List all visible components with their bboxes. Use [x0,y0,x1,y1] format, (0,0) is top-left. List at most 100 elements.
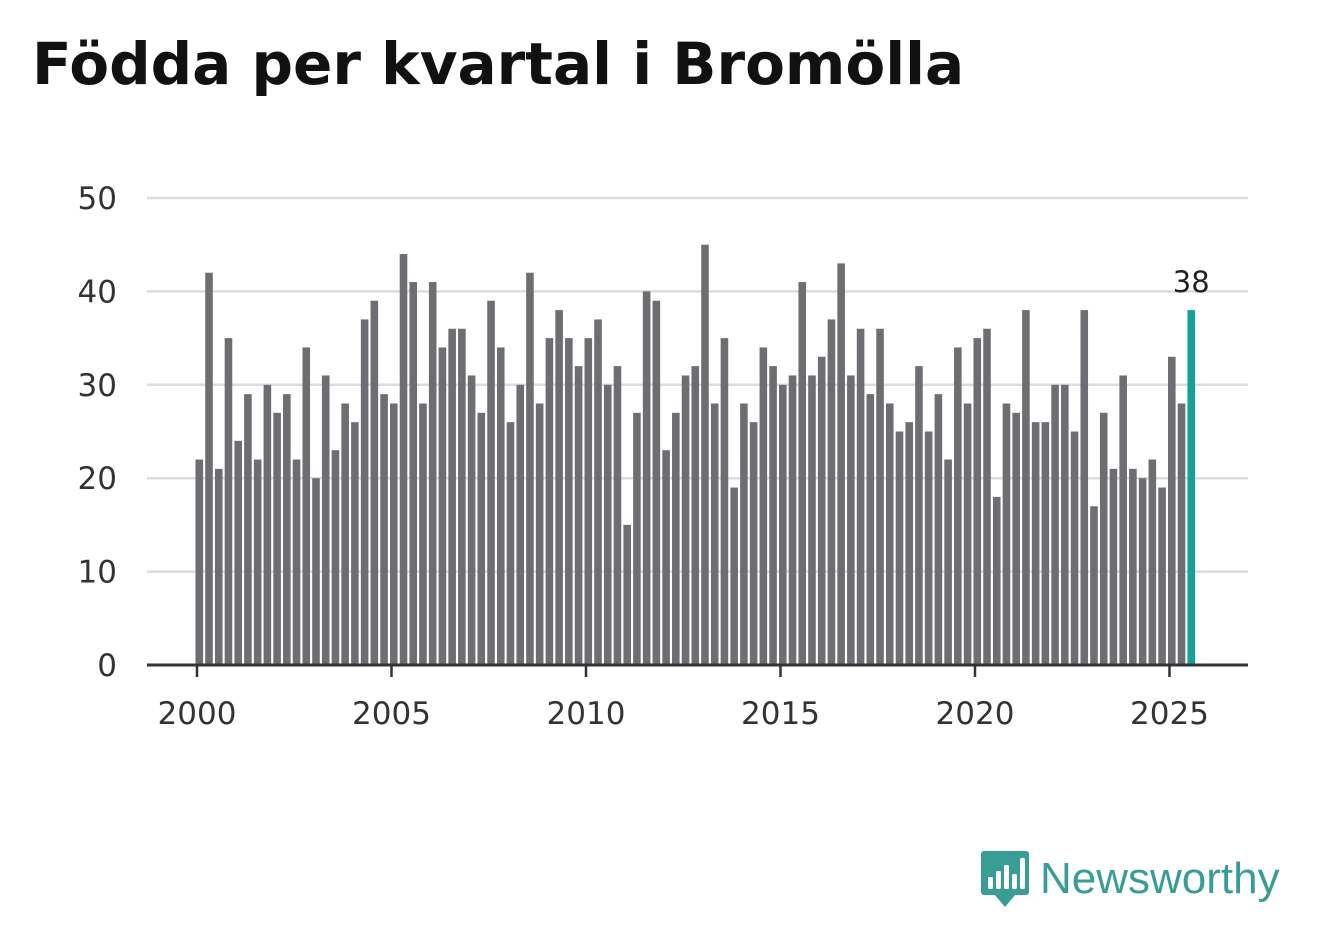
bar [545,338,554,665]
chart-title: Födda per kvartal i Bromölla [32,30,965,98]
bar [390,403,398,665]
bar [1061,384,1069,665]
bar [1080,310,1089,665]
bar [672,412,680,665]
y-tick-label: 20 [78,461,117,497]
bar [944,459,952,665]
y-tick-label: 0 [97,648,117,684]
bar [1070,431,1079,665]
bar [1119,375,1127,665]
bar [740,403,748,665]
bar [409,282,418,665]
bar [730,487,738,665]
bar [205,272,213,665]
bar [448,328,456,665]
bar [1002,403,1011,665]
bar [652,300,661,665]
y-tick-label: 10 [78,555,117,591]
bar [574,366,583,665]
bar [419,403,427,665]
bar [905,422,914,665]
bar [428,282,437,665]
x-tick-label: 2020 [936,696,1015,732]
bar [321,375,330,665]
bar [1138,478,1147,665]
bar [808,375,816,665]
bar [963,403,972,665]
bar [749,422,758,665]
bar [214,468,223,665]
bar [847,375,855,665]
bar [827,319,836,665]
bar [759,347,768,665]
bar [1031,422,1040,665]
bar [594,319,602,665]
bar [1090,506,1098,665]
bar [224,338,233,665]
bar [584,338,593,665]
bar [1148,459,1157,665]
bar [876,328,884,665]
bar [954,347,962,665]
bar [613,366,622,665]
bar [633,412,641,665]
bar [263,384,272,665]
bar [681,375,690,665]
bar [769,366,777,665]
x-tick-label: 2005 [352,696,431,732]
bar [837,263,845,665]
bar [866,394,875,665]
bar [992,496,1001,665]
bar [302,347,311,665]
bar [1129,468,1137,665]
bar [331,450,340,665]
bar [555,310,563,665]
bar [273,412,281,665]
newsworthy-logo: Newsworthy [980,850,1280,908]
bar [477,412,486,665]
bar [506,422,515,665]
bar [798,282,807,665]
data-label: 38 [1173,265,1210,299]
bar [253,459,262,665]
bar [467,375,476,665]
bar [535,403,544,665]
y-tick-label: 30 [78,368,117,404]
bar [691,366,700,665]
bar-chart: 0 10 20 30 40 50 38 2000 2005 2010 2015 2020 2025 [78,181,1248,732]
highlight-bar [1187,310,1196,665]
bar [895,431,904,665]
bar [1109,468,1118,665]
y-tick-label: 40 [78,274,117,310]
bar [565,338,573,665]
bar [1041,422,1050,665]
bar [1051,384,1059,665]
bar [380,394,388,665]
bar [817,356,826,665]
x-tick-label: 2010 [547,696,626,732]
bar [1022,310,1030,665]
bar [934,394,943,665]
bar [341,403,349,665]
bar [370,300,379,665]
bar [973,338,982,665]
bar [496,347,505,665]
bar [1177,403,1186,665]
bar [351,422,359,665]
bar [623,524,631,665]
bar [195,459,204,665]
bar [438,347,447,665]
bar [458,328,466,665]
bar [399,254,408,666]
bar [526,272,534,665]
bar [234,440,242,665]
bar [244,394,252,665]
bar [779,384,787,665]
brand-name: Newsworthy [1040,854,1280,903]
bar [1168,356,1176,665]
bar [516,384,525,665]
x-tick-label: 2015 [741,696,820,732]
bar [983,328,991,665]
bar [924,431,933,665]
bar [885,403,894,665]
